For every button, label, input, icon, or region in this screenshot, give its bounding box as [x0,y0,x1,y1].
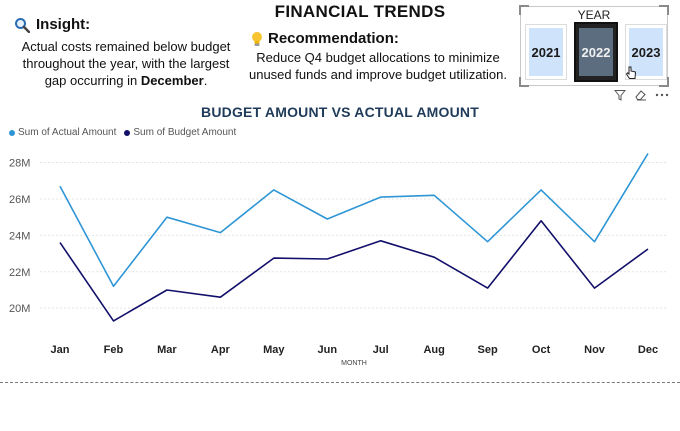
legend-marker [124,129,131,136]
year-option-2023[interactable]: 2023 [625,24,667,80]
x-tick-label: Apr [211,344,231,356]
x-axis-ticks: Jan Feb Mar Apr May Jun Jul Aug Sep Oct Nov Dec [51,344,659,356]
data-point[interactable] [539,219,543,223]
legend-label: Sum of Actual Amount [18,127,117,138]
line-chart: 20M 22M 24M 26M 28M Jan Feb Mar Apr May Jun Jul Aug… [9,151,668,367]
recommendation-text: Reduce Q4 budget allocations to minimize… [248,50,507,82]
data-point[interactable] [485,240,489,244]
data-point[interactable] [165,288,169,292]
insight-text: Actual costs remained below budget throu… [12,38,240,89]
insight-heading-text: Insight: [36,16,91,33]
year-slicer[interactable]: YEAR 2021 2022 2023 [519,5,669,87]
data-point[interactable] [325,217,329,221]
grid-layer [40,162,668,309]
y-tick-label: 22M [9,267,30,279]
chart-title: BUDGET AMOUNT VS ACTUAL AMOUNT [201,104,479,120]
series-line-budget[interactable] [59,220,649,322]
x-tick-label: Jan [51,344,70,356]
x-tick-label: Nov [584,344,606,356]
data-point[interactable] [58,240,62,244]
data-point[interactable] [485,286,489,290]
x-tick-label: Feb [104,344,124,356]
slicer-resize-handle[interactable] [659,77,669,87]
y-tick-label: 24M [9,230,30,242]
filter-icon[interactable] [614,89,626,101]
x-tick-label: Mar [157,344,177,356]
data-point[interactable] [111,284,115,288]
page-divider [0,382,680,383]
x-tick-label: Jun [317,344,337,356]
x-tick-label: Dec [638,344,658,356]
data-point[interactable] [218,295,222,299]
data-point[interactable] [165,215,169,219]
year-option-label: 2022 [579,28,613,76]
data-point[interactable] [432,255,436,259]
year-option-2022[interactable]: 2022 [574,22,618,82]
x-tick-label: Jul [373,344,389,356]
magnifier-icon [15,17,30,33]
lightbulb-icon [252,31,262,46]
data-point[interactable] [218,230,222,234]
data-point[interactable] [379,195,383,199]
visual-toolbar [614,89,669,101]
y-axis-ticks: 20M 22M 24M 26M 28M [9,158,30,316]
data-point[interactable] [432,193,436,197]
hand-cursor-icon [625,66,637,79]
slicer-title: YEAR [577,8,611,22]
data-point[interactable] [111,319,115,323]
insight-text-end: . [203,73,208,88]
more-options-icon[interactable] [655,89,669,101]
eraser-icon[interactable] [634,89,647,101]
legend-marker [9,129,15,136]
x-axis-title: MONTH [341,360,367,367]
x-tick-label: Aug [423,344,444,356]
insight-text-highlight: December [140,73,204,88]
slicer-resize-handle[interactable] [519,5,529,15]
x-tick-label: May [263,344,285,356]
data-point[interactable] [592,240,596,244]
series-layer [58,151,650,323]
data-point[interactable] [646,247,650,251]
series-line-actual[interactable] [59,153,649,288]
year-option-label: 2021 [529,28,563,76]
x-tick-label: Sep [478,344,498,356]
slicer-resize-handle[interactable] [659,5,669,15]
data-point[interactable] [592,286,596,290]
recommendation-heading-text: Recommendation: [268,30,399,47]
legend-item-budget[interactable]: Sum of Budget Amount [124,127,236,138]
data-point[interactable] [539,188,543,192]
y-tick-label: 20M [9,303,30,315]
y-tick-label: 28M [9,158,30,170]
page-title: FINANCIAL TRENDS [274,2,446,21]
legend-item-actual[interactable]: Sum of Actual Amount [9,127,116,138]
data-point[interactable] [272,188,276,192]
y-tick-label: 26M [9,194,30,206]
recommendation-heading: Recommendation: [250,30,399,47]
insight-text-main: Actual costs remained below budget throu… [21,39,231,88]
slicer-resize-handle[interactable] [519,77,529,87]
data-point[interactable] [325,257,329,261]
data-point[interactable] [272,256,276,260]
data-point[interactable] [646,151,650,155]
x-tick-label: Oct [532,344,551,356]
data-point[interactable] [58,184,62,188]
insight-heading: Insight: [14,16,90,33]
year-option-2021[interactable]: 2021 [525,24,567,80]
legend-label: Sum of Budget Amount [133,127,237,138]
year-option-label: 2023 [629,28,663,76]
data-point[interactable] [379,239,383,243]
chart-legend: Sum of Actual Amount Sum of Budget Amoun… [9,127,236,138]
